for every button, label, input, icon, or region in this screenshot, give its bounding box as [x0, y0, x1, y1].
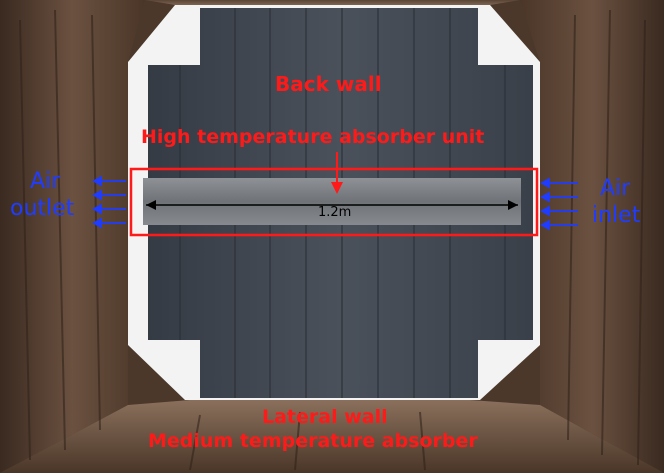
- medium-absorber-label: Medium temperature absorber: [148, 430, 478, 452]
- absorber-strip: [143, 178, 521, 225]
- top-wall: [145, 0, 520, 5]
- absorber-pointer-arrowhead: [331, 182, 343, 194]
- air-outlet-arrows: [92, 175, 126, 229]
- dimension-label: 1.2m: [318, 205, 352, 220]
- air-inlet-arrows: [540, 177, 578, 231]
- bottom-wall: [0, 400, 664, 473]
- wall-texture: [19, 9, 646, 471]
- right-lateral-wall: [520, 0, 664, 473]
- left-lateral-wall: [0, 0, 145, 473]
- lateral-wall-label: Lateral wall: [262, 406, 388, 428]
- back-wall-label: Back wall: [275, 72, 382, 96]
- absorber-unit-label: High temperature absorber unit: [141, 126, 485, 148]
- dimension-arrow-left: [146, 200, 156, 210]
- air-inlet-label-line1: Air: [600, 176, 631, 201]
- air-inlet-label-line2: inlet: [592, 203, 641, 228]
- air-outlet-label-line2: outlet: [10, 196, 75, 221]
- absorber-highlight-box: [129, 167, 539, 237]
- dimension-arrow-right: [508, 200, 518, 210]
- air-outlet-label-line1: Air: [30, 169, 61, 194]
